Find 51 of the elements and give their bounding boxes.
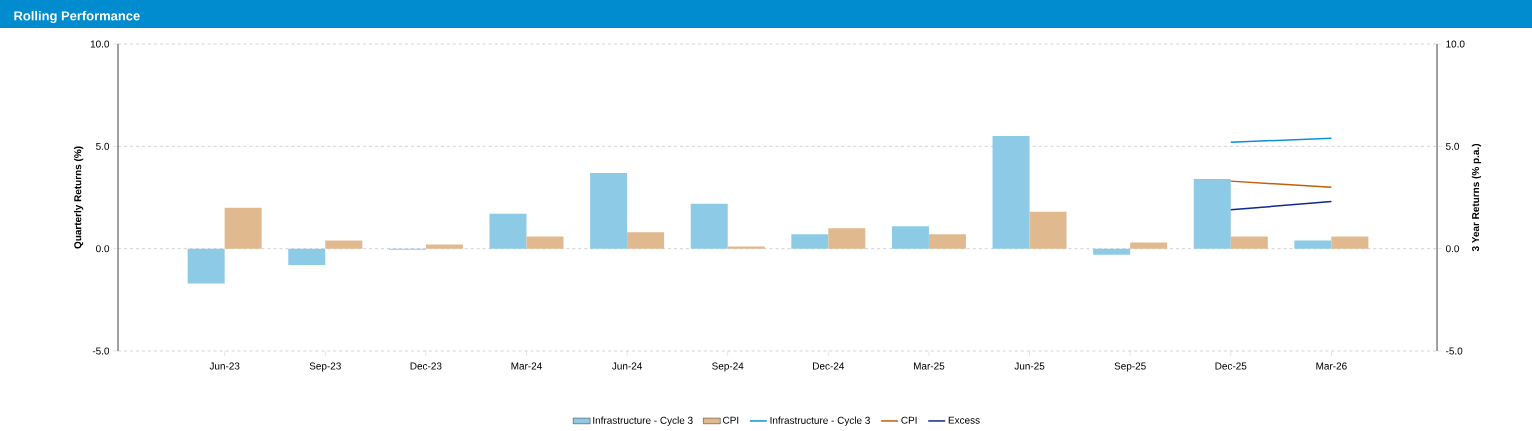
legend-label: Infrastructure - Cycle 3 xyxy=(593,416,693,426)
y2-axis-title: 3 Year Returns (% p.a.) xyxy=(1471,144,1482,252)
bar xyxy=(992,136,1030,249)
x-tick-label: Jun-23 xyxy=(209,362,240,370)
y-tick-label: 10.0 xyxy=(90,40,110,48)
x-tick-label: Mar-26 xyxy=(1316,362,1347,370)
x-tick-label: Sep-25 xyxy=(1114,362,1146,372)
legend-label: Infrastructure - Cycle 3 xyxy=(770,416,870,426)
y2-tick-label: 0.0 xyxy=(1445,245,1460,253)
bar xyxy=(690,203,728,249)
bar xyxy=(325,240,363,249)
bar xyxy=(1230,236,1268,249)
bar xyxy=(1029,211,1067,249)
bar xyxy=(1294,240,1332,249)
bar xyxy=(727,246,765,249)
bar xyxy=(828,228,866,249)
y-tick-label: 0.0 xyxy=(96,245,110,253)
x-tick-label: Sep-24 xyxy=(712,362,744,372)
x-tick-label: Jun-24 xyxy=(612,362,643,370)
bar xyxy=(590,172,628,249)
x-tick-label: Sep-23 xyxy=(309,362,341,372)
bar xyxy=(791,234,829,249)
bar xyxy=(425,244,463,249)
y2-tick-label: -5.0 xyxy=(1446,347,1463,355)
x-tick-label: Jun-25 xyxy=(1014,362,1045,370)
bar xyxy=(891,226,929,249)
x-tick-label: Dec-24 xyxy=(813,362,845,370)
legend-label: Excess xyxy=(948,416,980,424)
bar xyxy=(526,236,564,249)
x-tick-label: Dec-23 xyxy=(410,362,442,370)
bar xyxy=(1130,242,1168,249)
bar xyxy=(187,248,225,284)
x-tick-label: Dec-25 xyxy=(1215,362,1247,370)
x-tick-label: Mar-24 xyxy=(511,362,542,370)
y2-tick-label: 10.0 xyxy=(1446,40,1465,48)
y-tick-label: 5.0 xyxy=(96,142,110,150)
bar xyxy=(224,207,262,249)
bar xyxy=(928,234,966,249)
bar xyxy=(1331,236,1369,249)
legend-label: CPI xyxy=(901,416,917,424)
x-tick-label: Mar-25 xyxy=(913,362,945,370)
bar xyxy=(288,248,326,266)
bar xyxy=(1193,179,1231,249)
legend-label: CPI xyxy=(723,416,739,424)
bar xyxy=(489,213,527,249)
y-axis-title: Quarterly Returns (%) xyxy=(73,146,84,249)
y-tick-label: -5.0 xyxy=(92,347,110,355)
bar xyxy=(627,232,665,249)
bar xyxy=(1093,248,1131,255)
chart-title: Rolling Performance xyxy=(14,10,140,24)
y2-tick-label: 5.0 xyxy=(1445,142,1460,150)
